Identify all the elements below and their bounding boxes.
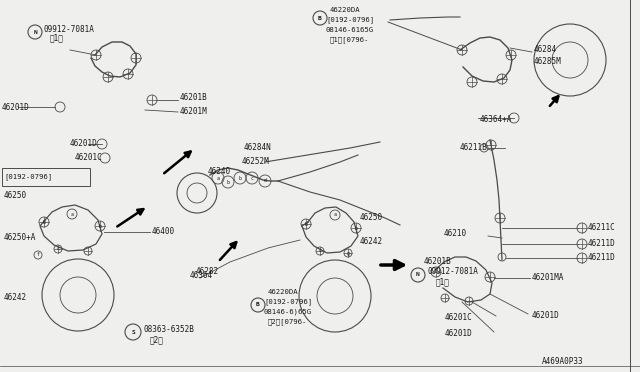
Text: N: N xyxy=(416,273,420,278)
Text: 46250+A: 46250+A xyxy=(4,234,36,243)
Text: 46240: 46240 xyxy=(208,167,231,176)
Text: 09912-7081A: 09912-7081A xyxy=(44,26,95,35)
Text: A469A0P33: A469A0P33 xyxy=(542,357,584,366)
Text: 46201D: 46201D xyxy=(2,103,29,112)
Text: a: a xyxy=(333,212,337,218)
Text: b: b xyxy=(99,224,101,228)
Text: c: c xyxy=(319,248,321,253)
Text: b: b xyxy=(355,225,357,231)
Text: a: a xyxy=(216,176,220,180)
Text: 46201MA: 46201MA xyxy=(532,273,564,282)
Text: b: b xyxy=(305,221,307,227)
Text: [0192-0796]: [0192-0796] xyxy=(4,174,52,180)
Text: 46284N: 46284N xyxy=(244,144,272,153)
Text: 46201B: 46201B xyxy=(180,93,208,103)
Text: （2）[0796-: （2）[0796- xyxy=(268,319,307,326)
Text: 46210: 46210 xyxy=(444,230,467,238)
Text: （1）: （1） xyxy=(436,278,450,286)
Text: 09912-7081A: 09912-7081A xyxy=(428,267,479,276)
Text: 08146-6)65G: 08146-6)65G xyxy=(264,309,312,315)
Text: 46282: 46282 xyxy=(196,267,219,276)
Text: （2）: （2） xyxy=(150,336,164,344)
Text: （1）: （1） xyxy=(50,33,64,42)
Text: 46285M: 46285M xyxy=(534,58,562,67)
Text: 46250: 46250 xyxy=(4,192,27,201)
Text: b: b xyxy=(239,176,241,180)
Text: c: c xyxy=(56,247,60,251)
Text: （1）[0796-: （1）[0796- xyxy=(330,36,369,44)
Text: 08363-6352B: 08363-6352B xyxy=(143,326,194,334)
Text: 46211D: 46211D xyxy=(588,240,616,248)
Text: 46201D: 46201D xyxy=(532,311,560,321)
Text: 46364+A: 46364+A xyxy=(480,115,513,125)
Text: 46250: 46250 xyxy=(360,214,383,222)
Text: N: N xyxy=(33,29,37,35)
Text: g: g xyxy=(347,250,349,256)
Text: 46220DA: 46220DA xyxy=(330,7,360,13)
Text: 46364: 46364 xyxy=(190,270,213,279)
Text: c: c xyxy=(251,176,253,180)
Text: f: f xyxy=(36,253,40,257)
Text: 46201M: 46201M xyxy=(180,108,208,116)
Text: B: B xyxy=(256,302,260,308)
Text: 46284: 46284 xyxy=(534,45,557,55)
Text: b: b xyxy=(227,180,229,185)
Text: 46220DA: 46220DA xyxy=(268,289,299,295)
Text: 46201D: 46201D xyxy=(445,330,473,339)
Text: B: B xyxy=(318,16,322,20)
Text: b: b xyxy=(43,219,45,224)
Text: 46201D: 46201D xyxy=(70,138,98,148)
Text: a: a xyxy=(70,212,74,217)
Text: 08146-6165G: 08146-6165G xyxy=(326,27,374,33)
Text: 46211B: 46211B xyxy=(460,144,488,153)
Text: 46242: 46242 xyxy=(360,237,383,247)
Text: 46211D: 46211D xyxy=(588,253,616,263)
Text: 46400: 46400 xyxy=(152,228,175,237)
Text: [0192-0796]: [0192-0796] xyxy=(264,299,312,305)
Text: 46201C: 46201C xyxy=(75,154,103,163)
Text: 46211C: 46211C xyxy=(588,224,616,232)
Text: [0192-0796]: [0192-0796] xyxy=(326,17,374,23)
Text: d: d xyxy=(264,179,266,183)
Text: 46201C: 46201C xyxy=(445,314,473,323)
Text: 46201B: 46201B xyxy=(424,257,452,266)
Text: 46242: 46242 xyxy=(4,294,27,302)
Text: S: S xyxy=(131,330,135,334)
Text: 46252M: 46252M xyxy=(242,157,269,167)
